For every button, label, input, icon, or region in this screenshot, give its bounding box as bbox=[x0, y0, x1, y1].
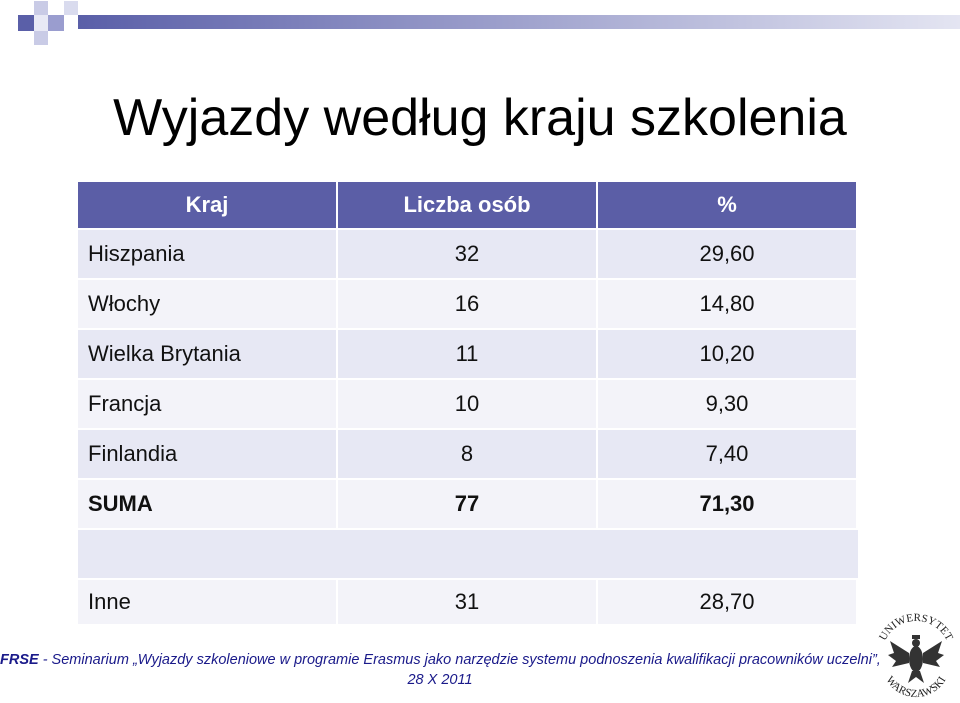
table-cell: 10 bbox=[338, 380, 596, 428]
footer-date: 28 X 2011 bbox=[407, 672, 473, 688]
table-cell: 29,60 bbox=[598, 230, 856, 278]
table-cell: Inne bbox=[78, 580, 336, 624]
table-cell: Hiszpania bbox=[78, 230, 336, 278]
table-cell: 71,30 bbox=[598, 480, 856, 528]
header-decoration bbox=[18, 1, 960, 45]
table-cell: 8 bbox=[338, 430, 596, 478]
footer: FRSE - Seminarium „Wyjazdy szkoleniowe w… bbox=[0, 650, 881, 690]
table-cell: 28,70 bbox=[598, 580, 856, 624]
header-cell: Kraj bbox=[78, 182, 336, 228]
header-cell: % bbox=[598, 182, 856, 228]
table-cell: 14,80 bbox=[598, 280, 856, 328]
table-cell: 9,30 bbox=[598, 380, 856, 428]
table-cell: 31 bbox=[338, 580, 596, 624]
table-cell: Wielka Brytania bbox=[78, 330, 336, 378]
slide-title: Wyjazdy według kraju szkolenia bbox=[113, 89, 847, 147]
table-cell: Francja bbox=[78, 380, 336, 428]
table-cell: 16 bbox=[338, 280, 596, 328]
table-cell: SUMA bbox=[78, 480, 336, 528]
table-cell: 32 bbox=[338, 230, 596, 278]
table-cell: Finlandia bbox=[78, 430, 336, 478]
footer-text: - Seminarium „Wyjazdy szkoleniowe w prog… bbox=[42, 652, 881, 668]
empty-row bbox=[78, 530, 858, 578]
footer-org: FRSE bbox=[0, 652, 39, 668]
university-logo: UNIWERSYTET WARSZAWSKI bbox=[877, 612, 955, 700]
header-cell: Liczba osób bbox=[338, 182, 596, 228]
table-cell: 11 bbox=[338, 330, 596, 378]
table-cell: 7,40 bbox=[598, 430, 856, 478]
table-cell: Włochy bbox=[78, 280, 336, 328]
logo-bottom: WARSZAWSKI bbox=[884, 674, 949, 700]
table-cell: 77 bbox=[338, 480, 596, 528]
table-cell: 10,20 bbox=[598, 330, 856, 378]
